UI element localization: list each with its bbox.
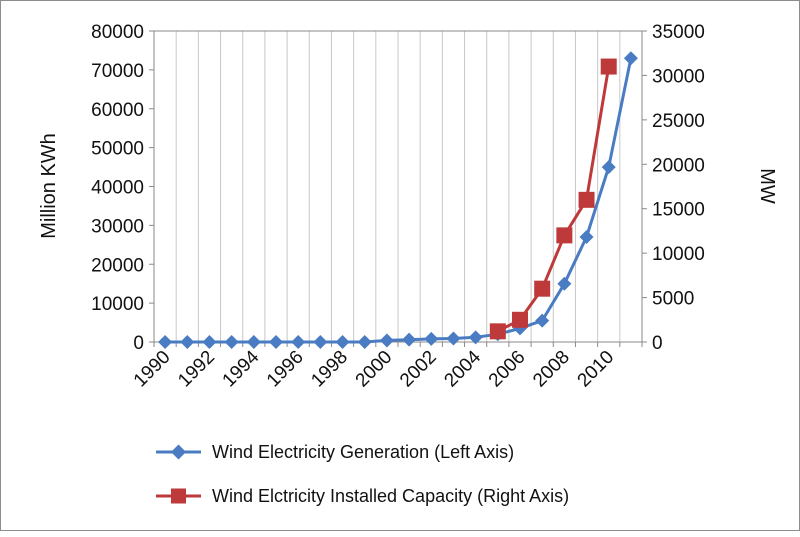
x-tick-label: 1998 [307, 347, 352, 392]
data-point [623, 51, 638, 66]
legend-label-generation: Wind Electricity Generation (Left Axis) [212, 442, 514, 462]
x-tick-label: 2002 [396, 347, 441, 392]
data-point [269, 335, 283, 349]
series-capacity [489, 58, 617, 340]
data-point [424, 331, 439, 346]
legend-marker-capacity [171, 488, 186, 504]
data-point [158, 335, 173, 349]
left-tick-label: 70000 [91, 61, 144, 82]
data-point [446, 331, 461, 346]
data-point [600, 58, 617, 75]
data-point [578, 191, 595, 208]
series-generation [158, 51, 638, 349]
x-tick-label: 1996 [263, 347, 308, 392]
data-point [224, 335, 239, 349]
legend-marker-generation [171, 444, 186, 460]
x-tick-label: 2010 [574, 347, 619, 392]
legend: Wind Electricity Generation (Left Axis) … [156, 442, 569, 506]
data-point [313, 335, 328, 349]
left-tick-label: 10000 [91, 294, 144, 315]
data-point [246, 335, 261, 349]
data-point [556, 227, 573, 244]
x-tick-label: 1994 [219, 346, 264, 391]
right-tick-label: 35000 [652, 22, 705, 43]
left-tick-label: 20000 [91, 255, 144, 276]
right-tick-label: 0 [652, 333, 663, 354]
data-point [489, 323, 506, 340]
right-tick-label: 20000 [652, 155, 705, 176]
data-point [379, 333, 394, 348]
data-point [557, 276, 572, 291]
data-point [535, 313, 550, 328]
left-axis-ticks: 0 10000 20000 30000 40000 50000 60000 70000 8000… [91, 22, 154, 354]
x-tick-label: 1992 [174, 347, 219, 392]
data-point [512, 311, 528, 328]
data-point [291, 335, 306, 349]
series-layer [158, 51, 638, 349]
left-tick-label: 40000 [91, 178, 144, 199]
series-line [165, 57, 633, 344]
x-tick-label: 2006 [485, 347, 530, 392]
left-tick-label: 60000 [91, 100, 144, 121]
data-point [534, 280, 551, 297]
grid-lines [175, 31, 621, 342]
right-tick-label: 5000 [652, 289, 694, 310]
data-point [357, 335, 372, 349]
x-axis-ticks: 1990 1992 1994 1996 1998 2000 2002 2004 2006 2008… [130, 342, 643, 392]
right-tick-label: 30000 [652, 66, 705, 87]
left-tick-label: 0 [133, 333, 144, 354]
right-tick-label: 15000 [652, 200, 705, 221]
data-point [468, 330, 483, 345]
data-point [601, 160, 616, 175]
x-tick-label: 2004 [440, 346, 485, 391]
legend-item-capacity: Wind Elctricity Installed Capacity (Righ… [156, 486, 569, 506]
right-axis-title: MW [756, 168, 778, 204]
left-tick-label: 30000 [91, 216, 144, 237]
left-axis-title: Million KWh [38, 133, 60, 239]
data-point [202, 335, 217, 349]
legend-label-capacity: Wind Elctricity Installed Capacity (Righ… [212, 486, 569, 506]
data-point [335, 335, 350, 349]
data-point [579, 230, 594, 245]
left-tick-label: 80000 [91, 22, 144, 43]
x-tick-label: 2008 [529, 347, 574, 392]
right-tick-label: 25000 [652, 111, 705, 132]
right-tick-label: 10000 [652, 244, 705, 265]
x-tick-label: 2000 [352, 347, 397, 392]
data-point [180, 335, 195, 349]
right-axis-ticks: 0 5000 10000 15000 20000 25000 30000 35000 [642, 22, 705, 354]
legend-item-generation: Wind Electricity Generation (Left Axis) [156, 442, 514, 462]
data-point [402, 332, 417, 347]
left-tick-label: 50000 [91, 139, 144, 160]
